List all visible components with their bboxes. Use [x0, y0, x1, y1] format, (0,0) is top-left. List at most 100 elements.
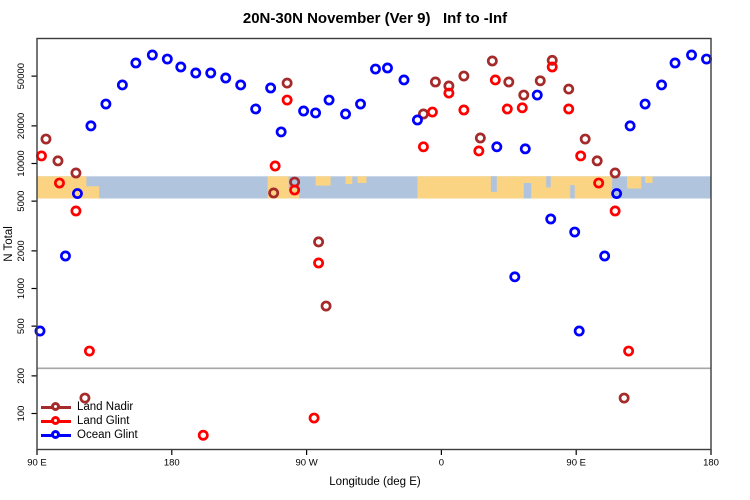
- map-band-land: [357, 176, 367, 183]
- data-point-land-nadir: [40, 133, 52, 145]
- map-band-land: [417, 176, 613, 199]
- data-point-land-glint: [308, 412, 320, 424]
- data-point-ocean-glint: [509, 271, 521, 283]
- data-point-ocean-glint: [611, 188, 623, 199]
- data-point-land-glint: [473, 145, 485, 157]
- data-point-land-glint: [458, 104, 470, 116]
- data-point-ocean-glint: [146, 49, 158, 61]
- data-point-land-glint: [289, 184, 301, 196]
- map-band-land: [645, 176, 653, 183]
- data-point-land-nadir: [579, 133, 591, 145]
- x-tick-label: 180: [703, 458, 719, 469]
- x-tick-label: 90 E: [566, 458, 586, 469]
- data-point-ocean-glint: [130, 57, 142, 69]
- data-point-ocean-glint: [624, 120, 636, 132]
- legend-marker-icon: [41, 415, 71, 427]
- map-band-land: [345, 176, 353, 185]
- data-point-ocean-glint: [656, 79, 668, 91]
- data-point-land-glint: [489, 74, 501, 86]
- data-point-land-glint: [563, 103, 575, 115]
- data-point-ocean-glint: [355, 98, 366, 110]
- data-point-ocean-glint: [100, 98, 112, 110]
- data-point-land-glint: [417, 141, 429, 153]
- data-point-land-nadir: [458, 70, 470, 82]
- data-point-land-glint: [197, 429, 209, 441]
- data-point-ocean-glint: [85, 120, 97, 132]
- y-tick-label: 100: [16, 406, 27, 422]
- data-point-ocean-glint: [411, 114, 423, 126]
- data-point-land-glint: [426, 106, 438, 118]
- data-point-ocean-glint: [573, 325, 585, 337]
- data-point-ocean-glint: [545, 213, 557, 225]
- y-tick-label: 20000: [16, 113, 27, 139]
- y-tick-label: 2000: [16, 240, 27, 261]
- x-tick-label: 0: [439, 458, 444, 469]
- data-point-ocean-glint: [220, 72, 232, 84]
- data-point-land-nadir: [503, 76, 515, 88]
- data-point-land-nadir: [534, 75, 546, 87]
- data-point-land-nadir: [474, 132, 486, 144]
- y-tick-label: 50000: [16, 63, 27, 89]
- data-point-land-glint: [83, 345, 95, 357]
- data-point-land-nadir: [591, 155, 603, 167]
- legend-row: Land Nadir: [41, 400, 138, 414]
- x-tick-label: 180: [164, 458, 180, 469]
- data-point-land-nadir: [268, 187, 280, 199]
- data-point-ocean-glint: [265, 82, 277, 94]
- data-point-ocean-glint: [161, 53, 173, 65]
- map-band-ocean-gap: [570, 185, 575, 199]
- y-tick-label: 1000: [16, 278, 27, 299]
- data-point-land-nadir: [563, 83, 575, 95]
- data-point-ocean-glint: [340, 108, 351, 120]
- data-point-land-glint: [269, 160, 281, 172]
- plot-border: [36, 37, 712, 451]
- data-point-land-glint: [516, 102, 528, 114]
- data-point-land-nadir: [546, 54, 558, 66]
- legend-label: Ocean Glint: [77, 429, 138, 441]
- data-point-ocean-glint: [250, 103, 262, 115]
- data-point-land-nadir: [79, 392, 91, 404]
- data-point-ocean-glint: [175, 61, 187, 73]
- data-point-ocean-glint: [116, 79, 128, 91]
- data-point-land-nadir: [486, 55, 498, 67]
- data-point-ocean-glint: [569, 226, 581, 238]
- data-point-land-nadir: [320, 300, 332, 312]
- y-tick-label: 10000: [16, 150, 27, 176]
- data-point-ocean-glint: [310, 107, 322, 119]
- data-point-land-nadir: [313, 236, 325, 248]
- legend-marker-icon: [41, 401, 71, 413]
- data-point-land-glint: [443, 87, 455, 99]
- map-band-ocean-gap: [546, 176, 551, 188]
- data-point-land-nadir: [609, 167, 621, 179]
- map-band-land: [86, 186, 100, 199]
- data-point-ocean-glint: [370, 63, 381, 75]
- y-tick-label: 500: [16, 318, 27, 334]
- legend-marker-icon: [41, 429, 71, 441]
- data-point-ocean-glint: [34, 325, 46, 337]
- x-tick-label: 90 E: [27, 458, 47, 469]
- legend-row: Land Glint: [41, 414, 138, 428]
- data-point-land-glint: [281, 94, 293, 106]
- y-tick-label: 200: [16, 368, 27, 384]
- data-point-ocean-glint: [235, 79, 247, 91]
- y-axis-title: N Total: [3, 226, 15, 262]
- data-point-land-glint: [313, 257, 325, 269]
- data-point-land-glint: [546, 61, 558, 73]
- data-point-ocean-glint: [205, 67, 217, 79]
- data-point-ocean-glint: [60, 250, 71, 262]
- map-band-ocean-gap: [523, 182, 532, 199]
- data-point-land-glint: [54, 177, 65, 189]
- data-point-land-glint: [623, 345, 635, 357]
- data-point-ocean-glint: [398, 74, 410, 86]
- map-band-land: [627, 176, 642, 189]
- data-point-ocean-glint: [686, 49, 697, 61]
- data-point-ocean-glint: [275, 126, 287, 138]
- y-tick-label: 5000: [16, 191, 27, 212]
- data-point-ocean-glint: [71, 188, 83, 199]
- x-tick-label: 90 W: [296, 458, 318, 469]
- data-point-ocean-glint: [519, 143, 531, 155]
- data-point-ocean-glint: [599, 250, 611, 262]
- data-point-ocean-glint: [323, 94, 335, 106]
